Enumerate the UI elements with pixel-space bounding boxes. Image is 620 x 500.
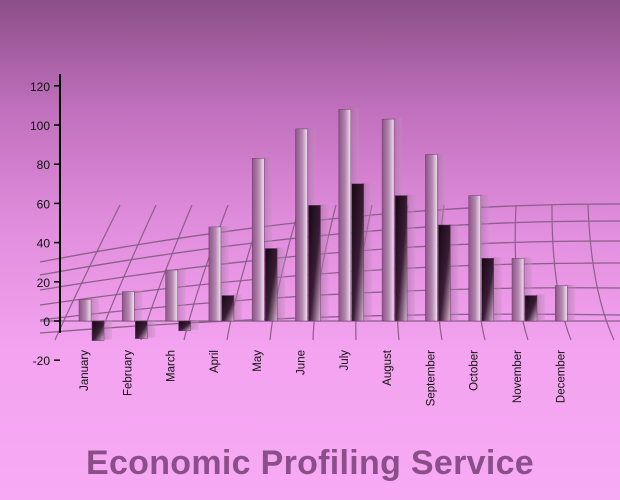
y-tick-label: 0 bbox=[43, 315, 50, 329]
x-tick-label: August bbox=[382, 349, 394, 386]
y-tick-label: 20 bbox=[37, 276, 51, 290]
bar-series2-depth bbox=[232, 294, 242, 320]
x-tick-label: September bbox=[425, 350, 437, 406]
floor-grid-arc bbox=[39, 220, 620, 276]
bar-series1 bbox=[468, 195, 481, 322]
x-axis-labels: January February March April May June July Augu… bbox=[79, 349, 567, 406]
chart-title: Economic Profiling Service bbox=[85, 444, 535, 482]
bar-group bbox=[78, 108, 576, 341]
bar-series1 bbox=[78, 299, 92, 322]
y-tick-label: 40 bbox=[37, 237, 51, 251]
bar-series1 bbox=[165, 269, 178, 322]
bar-series1-depth bbox=[90, 298, 99, 320]
bar-series1 bbox=[381, 118, 395, 322]
bar-series2 bbox=[351, 183, 365, 322]
x-tick-label: February bbox=[122, 350, 134, 396]
bar-series2 bbox=[221, 295, 235, 322]
bar-series2 bbox=[178, 320, 191, 332]
bar-series2-depth bbox=[146, 320, 156, 338]
bar-series2-depth bbox=[319, 204, 329, 320]
bar-series1-depth bbox=[566, 284, 576, 320]
bar-series1 bbox=[425, 154, 438, 322]
bar-series2-depth bbox=[362, 182, 372, 320]
y-tick-label: -20 bbox=[33, 354, 51, 368]
bar-series1 bbox=[208, 226, 222, 322]
bar-series1 bbox=[122, 291, 135, 322]
y-tick-label: 120 bbox=[30, 80, 50, 94]
bar-series1-depth bbox=[219, 225, 229, 320]
bar-series2-depth bbox=[406, 194, 416, 320]
bar-series1-depth bbox=[263, 157, 273, 320]
x-tick-label: December bbox=[555, 350, 567, 403]
x-tick-label: April bbox=[209, 350, 221, 373]
x-tick-label: November bbox=[512, 350, 524, 403]
bar-series2-depth bbox=[536, 294, 545, 320]
bar-series2 bbox=[135, 320, 148, 339]
bar-series2 bbox=[264, 248, 278, 322]
y-tick-label: 100 bbox=[30, 119, 50, 133]
floor-grid-line bbox=[551, 204, 572, 341]
x-tick-label: January bbox=[79, 350, 91, 391]
floor-grid-line bbox=[587, 204, 615, 341]
floor-grid-arc bbox=[39, 287, 620, 321]
bar-series1 bbox=[511, 258, 525, 322]
bar-series1 bbox=[251, 158, 265, 322]
bar-series2 bbox=[91, 320, 105, 341]
bar-series2-depth bbox=[276, 247, 286, 320]
bar-series2 bbox=[394, 195, 408, 322]
bar-series2 bbox=[438, 224, 451, 322]
y-tick-label: 60 bbox=[37, 197, 51, 211]
bar-series1 bbox=[555, 285, 568, 322]
x-tick-label: March bbox=[166, 350, 178, 382]
x-tick-label: October bbox=[469, 350, 481, 391]
x-tick-label: May bbox=[252, 350, 264, 372]
y-axis: 120 100 80 60 40 20 0 -20 bbox=[30, 74, 61, 368]
y-tick-label: 80 bbox=[37, 158, 51, 172]
bar-series1-depth bbox=[479, 194, 489, 320]
x-tick-label: July bbox=[339, 350, 351, 371]
bar-series1 bbox=[295, 128, 308, 322]
bar-series2-depth bbox=[449, 223, 459, 320]
bar-series2-depth bbox=[492, 257, 502, 320]
bar-series2 bbox=[481, 258, 494, 322]
bar-series2 bbox=[524, 295, 538, 322]
bar-series1-depth bbox=[176, 269, 186, 320]
bar-series1-depth bbox=[523, 257, 532, 320]
x-tick-label: June bbox=[296, 350, 308, 375]
bar-series2-depth bbox=[189, 320, 199, 330]
bar-series2-depth bbox=[103, 320, 112, 340]
bar-series2 bbox=[308, 205, 321, 322]
floor-grid-arc bbox=[39, 240, 620, 291]
bar-series1 bbox=[338, 109, 352, 322]
bar-series1-depth bbox=[133, 290, 143, 320]
